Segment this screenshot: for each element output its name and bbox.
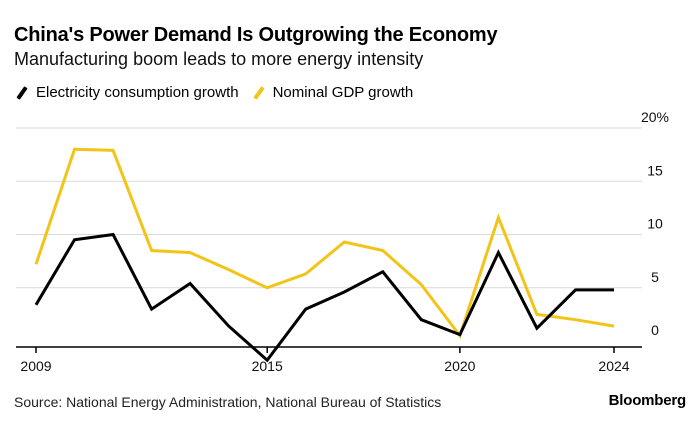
legend-item-electricity: Electricity consumption growth: [14, 84, 239, 101]
y-tick-label: 15: [647, 162, 663, 178]
x-tick-label: 2024: [598, 358, 629, 374]
series-line-electricity: [34, 232, 614, 363]
gridlines: [16, 127, 642, 289]
x-tick-label: 2009: [20, 358, 51, 374]
legend-label-electricity: Electricity consumption growth: [36, 84, 239, 101]
legend-label-gdp: Nominal GDP growth: [272, 84, 414, 101]
x-tick-label: 2015: [252, 358, 283, 374]
y-tick-label: 5: [651, 269, 659, 285]
y-tick-label: 0: [651, 322, 659, 338]
series-lines: [34, 147, 615, 363]
x-tick-label: 2020: [444, 358, 475, 374]
source-note: Source: National Energy Administration, …: [14, 394, 442, 410]
legend-item-gdp: Nominal GDP growth: [251, 84, 414, 101]
chart-subtitle: Manufacturing boom leads to more energy …: [14, 49, 424, 69]
y-tick-label: 10: [647, 216, 663, 232]
x-axis: 2009 2015 2020 2024: [16, 346, 642, 374]
bloomberg-logo: Bloomberg: [608, 392, 687, 409]
y-tick-label: 20%: [641, 109, 669, 125]
chart-title: China's Power Demand Is Outgrowing the E…: [14, 24, 498, 46]
y-axis-ticks: 0 5 10 15 20%: [641, 109, 669, 338]
series-line-gdp: [34, 147, 615, 339]
legend: Electricity consumption growth Nominal G…: [14, 84, 425, 101]
